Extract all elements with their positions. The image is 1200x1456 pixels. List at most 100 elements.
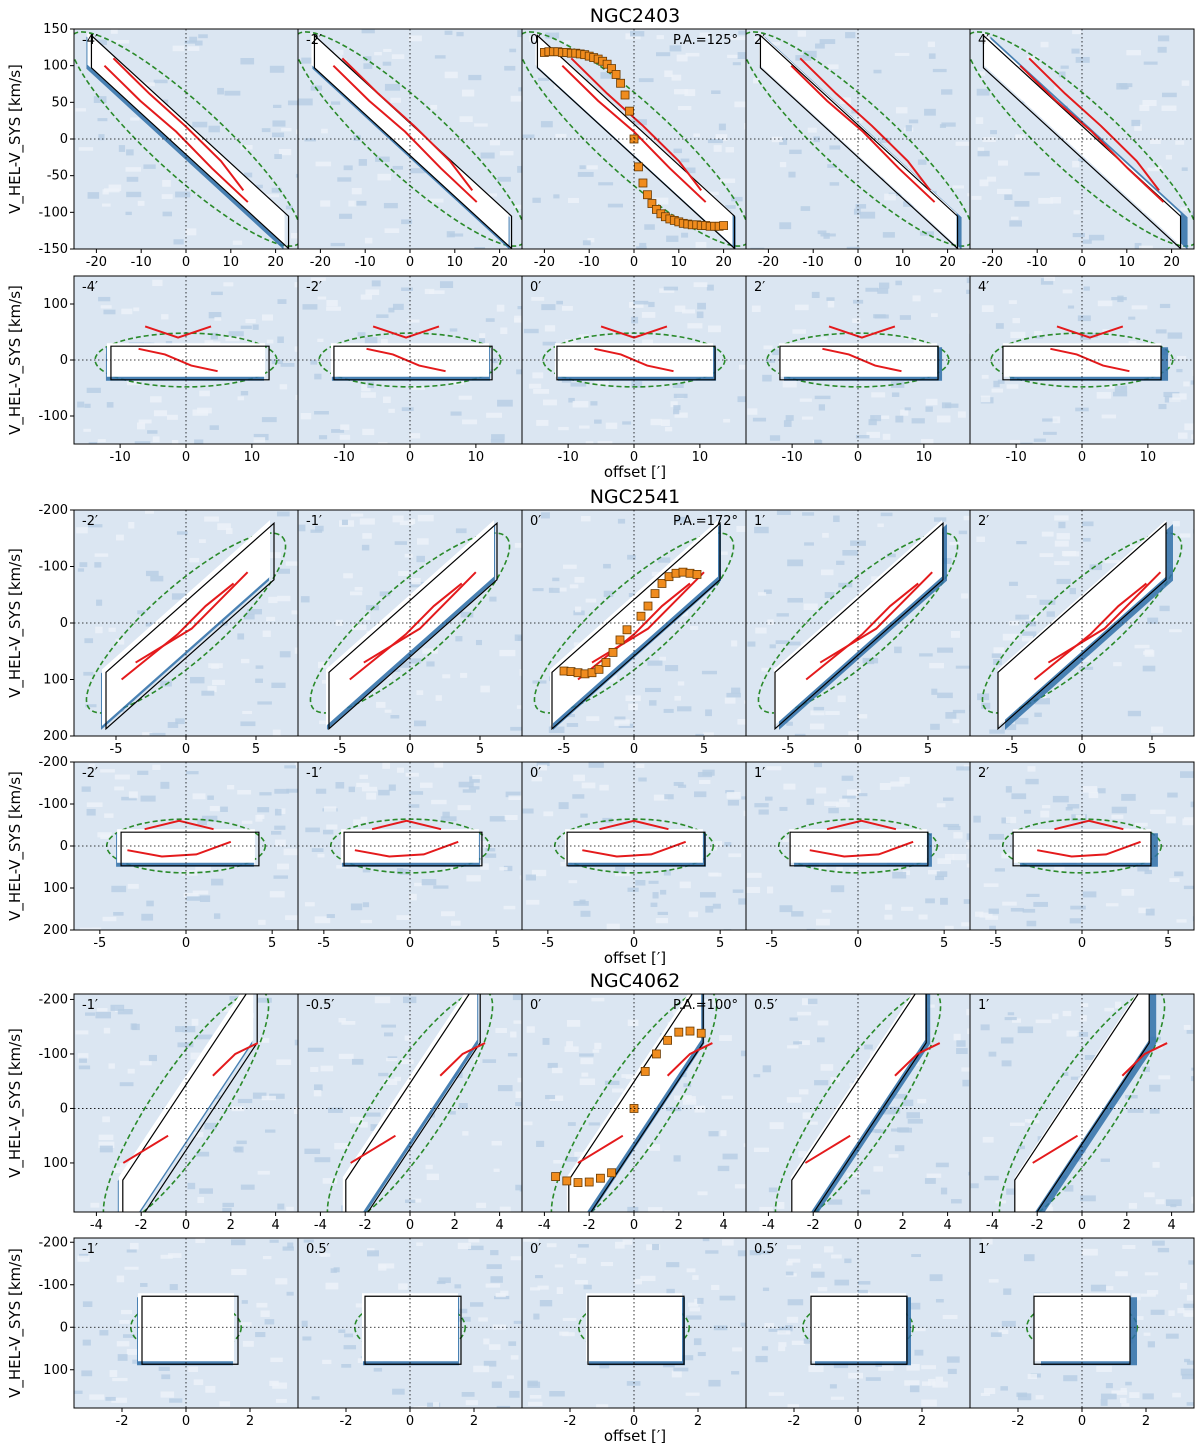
noise-patch <box>405 772 419 777</box>
noise-patch <box>660 419 670 427</box>
noise-patch <box>294 647 298 654</box>
noise-patch <box>925 406 933 412</box>
noise-patch <box>1176 919 1187 923</box>
noise-patch <box>231 1268 247 1276</box>
noise-patch <box>508 1341 517 1346</box>
noise-patch <box>937 858 952 864</box>
noise-patch <box>758 809 769 815</box>
noise-patch <box>935 1162 949 1168</box>
x-tick-label: 2 <box>694 1414 702 1429</box>
noise-patch <box>687 323 703 329</box>
green-contour <box>970 31 1194 247</box>
noise-patch <box>778 1342 787 1347</box>
noise-patch <box>967 193 970 197</box>
noise-patch <box>873 1166 884 1172</box>
y-tick-label: -100 <box>38 797 68 812</box>
noise-patch <box>651 571 663 577</box>
noise-patch <box>802 512 815 516</box>
noise-patch <box>516 369 522 375</box>
noise-patch <box>489 140 501 146</box>
noise-patch <box>1152 1161 1160 1168</box>
noise-patch <box>409 893 417 901</box>
noise-patch <box>115 534 124 541</box>
noise-patch <box>919 231 934 236</box>
noise-patch <box>522 134 535 139</box>
noise-patch <box>650 902 658 908</box>
noise-patch <box>725 205 736 209</box>
noise-patch <box>351 1058 364 1065</box>
x-tick-label: 0 <box>406 936 414 951</box>
noise-patch <box>556 1287 564 1295</box>
noise-patch <box>1167 792 1178 798</box>
noise-patch <box>109 1370 118 1377</box>
noise-patch <box>703 846 717 851</box>
noise-patch <box>540 512 550 519</box>
noise-patch <box>1012 318 1020 324</box>
noise-patch <box>377 442 388 444</box>
noise-patch <box>549 1391 565 1397</box>
x-tick-label: -10 <box>1027 255 1048 270</box>
noise-patch <box>182 1026 196 1033</box>
noise-patch <box>927 41 936 48</box>
noise-patch <box>161 1374 171 1380</box>
noise-patch <box>480 152 495 159</box>
noise-patch <box>1105 384 1121 389</box>
noise-patch <box>911 418 925 424</box>
noise-patch <box>728 853 742 858</box>
rotation-point <box>573 1178 583 1187</box>
noise-patch <box>253 437 266 443</box>
noise-patch <box>1138 907 1151 914</box>
noise-patch <box>578 334 589 339</box>
noise-patch <box>525 874 536 881</box>
panel-content <box>970 29 1194 249</box>
noise-patch <box>600 72 612 79</box>
noise-patch <box>261 314 274 321</box>
noise-patch <box>274 808 282 816</box>
noise-patch <box>684 89 696 97</box>
noise-patch <box>335 782 345 789</box>
x-tick-label: -5 <box>317 936 330 951</box>
noise-patch <box>695 241 707 248</box>
x-tick-label: -4 <box>538 1218 551 1233</box>
noise-patch <box>294 282 298 288</box>
noise-patch <box>85 704 97 708</box>
noise-patch <box>1142 99 1157 107</box>
noise-patch <box>1010 216 1019 220</box>
noise-patch <box>914 1349 924 1356</box>
noise-patch <box>399 660 411 668</box>
black-contour <box>779 345 939 381</box>
noise-patch <box>1120 1387 1127 1393</box>
noise-patch <box>1119 83 1133 88</box>
noise-patch <box>1073 210 1080 215</box>
noise-patch <box>537 764 548 771</box>
noise-patch <box>816 918 830 926</box>
noise-patch <box>417 514 434 522</box>
noise-patch <box>532 197 541 203</box>
x-tick-label: 0 <box>630 450 638 465</box>
noise-patch <box>1072 160 1080 168</box>
noise-patch <box>1147 617 1159 624</box>
noise-patch <box>579 899 586 904</box>
noise-patch <box>988 833 1005 840</box>
noise-patch <box>286 788 298 793</box>
noise-patch <box>1142 1393 1154 1400</box>
noise-patch <box>1147 1289 1159 1295</box>
noise-patch <box>1122 1245 1136 1249</box>
noise-patch <box>907 1118 923 1124</box>
noise-patch <box>513 1320 522 1324</box>
noise-patch <box>761 1346 769 1351</box>
noise-patch <box>160 1254 173 1259</box>
noise-patch <box>1184 1358 1191 1363</box>
noise-patch <box>1080 656 1090 662</box>
noise-patch <box>1157 35 1170 42</box>
noise-patch <box>719 178 736 183</box>
black-contour <box>1012 831 1152 867</box>
noise-patch <box>81 786 91 792</box>
x-tick-label: -2 <box>1012 1414 1025 1429</box>
noise-patch <box>1043 276 1055 282</box>
noise-patch <box>836 560 845 565</box>
panel-content <box>74 1238 298 1408</box>
panel-1-4: 2′-20 -10 0 10 20 <box>745 28 971 270</box>
noise-patch <box>127 883 139 889</box>
